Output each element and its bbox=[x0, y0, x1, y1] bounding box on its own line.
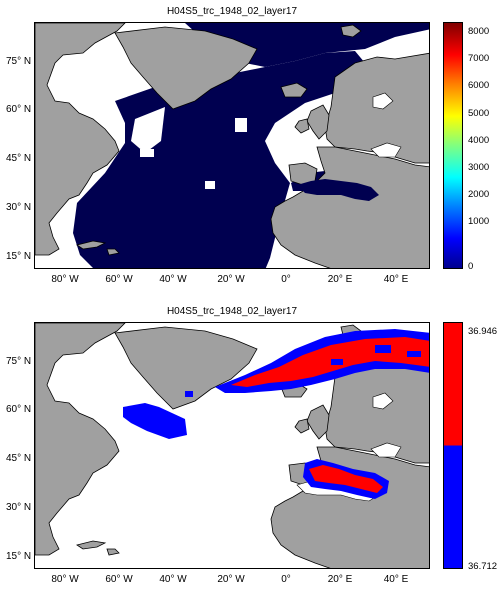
x-tick-label: 40° W bbox=[159, 574, 187, 585]
map-plot-area bbox=[34, 22, 430, 269]
inland-seas bbox=[370, 392, 402, 458]
nodata-patches bbox=[131, 107, 247, 189]
colorbar-tick-label: 6000 bbox=[468, 80, 490, 91]
colorbar-tick-label: 8000 bbox=[468, 26, 490, 37]
x-tick-label: 40° E bbox=[383, 274, 409, 285]
x-tick-label: 40° W bbox=[159, 274, 187, 285]
x-tick-label: 60° W bbox=[105, 274, 133, 285]
y-tick-label: 60° N bbox=[6, 404, 32, 415]
x-tick-label: 0° bbox=[281, 274, 291, 285]
x-tick-label: 40° E bbox=[383, 574, 409, 585]
colorbar-tick-label: 5000 bbox=[468, 108, 490, 119]
y-tick-label: 15° N bbox=[6, 551, 32, 562]
map-svg bbox=[35, 23, 429, 268]
labrador-tracer-patch bbox=[123, 403, 187, 439]
colorbar-max-label: 36.946 bbox=[468, 326, 498, 337]
colorbar-tick-label: 2000 bbox=[468, 189, 490, 200]
colorbar-min-label: 36.712 bbox=[468, 561, 498, 572]
x-tick-label: 80° W bbox=[51, 274, 79, 285]
x-tick-label: 20° W bbox=[217, 274, 245, 285]
top-map-panel: H04S5_trc_1948_02_layer17 bbox=[6, 6, 490, 285]
y-tick-label: 15° N bbox=[6, 251, 32, 262]
y-tick-label: 75° N bbox=[6, 56, 32, 67]
map-svg bbox=[35, 323, 429, 568]
colorbar-tick-label: 7000 bbox=[468, 53, 490, 64]
map-plot-area bbox=[34, 322, 430, 569]
y-tick-label: 30° N bbox=[6, 202, 32, 213]
map-title: H04S5_trc_1948_02_layer17 bbox=[166, 306, 298, 317]
x-tick-label: 0° bbox=[281, 574, 291, 585]
inland-seas bbox=[370, 92, 402, 158]
y-tick-label: 45° N bbox=[6, 453, 32, 464]
x-tick-label: 60° W bbox=[105, 574, 133, 585]
colorbar-jet bbox=[443, 22, 463, 269]
y-tick-label: 45° N bbox=[6, 153, 32, 164]
arctic-tracer-band bbox=[185, 329, 429, 397]
colorbar-tick-label: 4000 bbox=[468, 135, 490, 146]
mediterranean bbox=[297, 179, 379, 201]
colorbar-tick-label: 0 bbox=[468, 261, 474, 272]
x-tick-label: 20° W bbox=[217, 574, 245, 585]
colorbar-two-color bbox=[443, 322, 463, 569]
mediterranean-tracer-patch bbox=[303, 459, 389, 499]
colorbar-tick-label: 3000 bbox=[468, 162, 490, 173]
y-tick-label: 75° N bbox=[6, 356, 32, 367]
y-tick-label: 60° N bbox=[6, 104, 32, 115]
land bbox=[35, 23, 429, 268]
colorbar-tick-label: 1000 bbox=[468, 216, 490, 227]
bottom-map-panel: H04S5_trc_1948_02_layer17 bbox=[0, 300, 500, 600]
x-tick-label: 80° W bbox=[51, 574, 79, 585]
map-title: H04S5_trc_1948_02_layer17 bbox=[166, 6, 298, 17]
x-tick-label: 20° E bbox=[327, 574, 353, 585]
x-tick-label: 20° E bbox=[327, 274, 353, 285]
y-tick-label: 30° N bbox=[6, 502, 32, 513]
